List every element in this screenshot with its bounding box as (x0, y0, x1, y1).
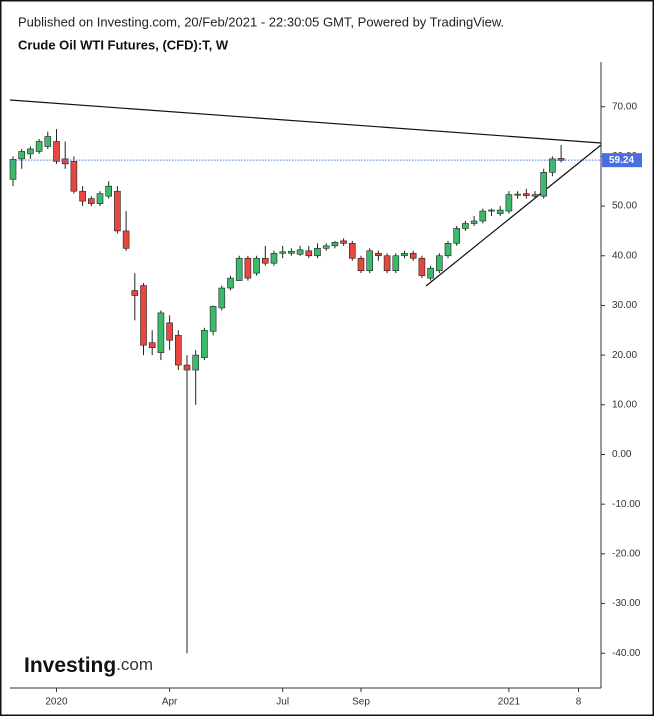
x-tick-label: 2021 (498, 697, 521, 708)
y-tick-label: 40.00 (612, 250, 637, 261)
candle-body (183, 364, 191, 371)
candle-body (27, 148, 34, 155)
y-tick-label: -40.00 (612, 648, 641, 659)
logo-suffix: .com (116, 655, 153, 674)
candle-body (488, 209, 495, 212)
candle-body (166, 322, 173, 341)
candle-body (157, 312, 165, 353)
candle-body (53, 141, 60, 162)
candle-body (444, 243, 452, 257)
candle-body (140, 285, 147, 346)
last-price-box (602, 153, 642, 168)
candle-body (549, 158, 556, 173)
y-tick-label: 50.00 (612, 201, 637, 212)
candle-body (288, 250, 295, 254)
x-tick-label: Apr (162, 697, 178, 708)
candle-body (35, 141, 43, 152)
candle-body (201, 329, 208, 358)
candle-body (375, 252, 382, 257)
candle-body (175, 334, 182, 366)
candle-body (44, 136, 52, 147)
candle-body (244, 257, 252, 279)
y-tick-label: 20.00 (612, 350, 637, 361)
y-tick-label: 30.00 (612, 300, 637, 311)
x-tick-label: Jul (276, 697, 289, 708)
candle-body (253, 257, 260, 274)
y-tick-label: -30.00 (612, 598, 641, 609)
candle-body (192, 354, 199, 371)
candle-body (435, 255, 443, 271)
candle-body (122, 230, 130, 249)
candle-body (235, 257, 243, 281)
candle-body (148, 342, 156, 348)
candle-body (270, 252, 278, 264)
y-tick-label: -20.00 (612, 548, 641, 559)
candle-body (314, 248, 321, 257)
candle-body (105, 185, 112, 197)
candle-body (114, 190, 121, 232)
candle-body (514, 193, 521, 196)
candle-body (279, 251, 287, 254)
candle-body (418, 257, 426, 276)
candle-body (348, 243, 356, 259)
candle-body (96, 193, 104, 204)
candle-body (88, 198, 95, 204)
candle-body (409, 252, 417, 259)
logo: Investing.com (24, 654, 153, 677)
candle-body (79, 190, 86, 202)
published-note: Published on Investing.com, 20/Feb/2021 … (18, 14, 504, 29)
candle-body (540, 171, 548, 197)
candle-body (61, 158, 69, 165)
candle-body (357, 257, 365, 271)
candle-body (131, 290, 139, 296)
candle-body (462, 223, 469, 229)
candle-body (505, 194, 513, 212)
candle-body (557, 158, 565, 161)
candle-body (427, 267, 434, 279)
x-tick-label: 2020 (45, 697, 68, 708)
candle-body (261, 257, 269, 264)
candle-body (383, 255, 391, 271)
candle-body (470, 220, 478, 224)
candle-body (366, 250, 374, 271)
candle-body (453, 228, 461, 244)
candle-body (296, 249, 304, 255)
x-tick-label: Sep (352, 697, 370, 708)
candle-body (305, 250, 313, 257)
candle-body (18, 151, 26, 160)
candle-body (209, 306, 217, 332)
candle-body (340, 240, 347, 244)
candle-body (227, 277, 234, 289)
candle-body (70, 161, 78, 192)
support-trendline (425, 144, 602, 287)
candle-body (401, 252, 408, 257)
y-tick-label: -10.00 (612, 499, 641, 510)
resistance-trendline (9, 99, 602, 144)
candle-body (496, 209, 504, 214)
y-tick-label: 0.00 (612, 449, 632, 460)
y-tick-label: 10.00 (612, 399, 637, 410)
y-tick-label: 70.00 (612, 101, 637, 112)
chart-title: Crude Oil WTI Futures, (CFD):T, W (18, 37, 229, 52)
candle-body (9, 159, 17, 180)
x-tick-label: 8 (576, 697, 582, 708)
last-price-label: 59.24 (609, 155, 634, 166)
candle-body (479, 210, 487, 222)
candle-body (522, 193, 530, 196)
candle-body (531, 194, 539, 197)
candle-body (218, 287, 226, 309)
candle-body (331, 242, 339, 247)
logo-brand: Investing (24, 654, 116, 677)
candle-body (392, 255, 400, 271)
candle-body (322, 245, 330, 249)
candles (9, 129, 565, 654)
